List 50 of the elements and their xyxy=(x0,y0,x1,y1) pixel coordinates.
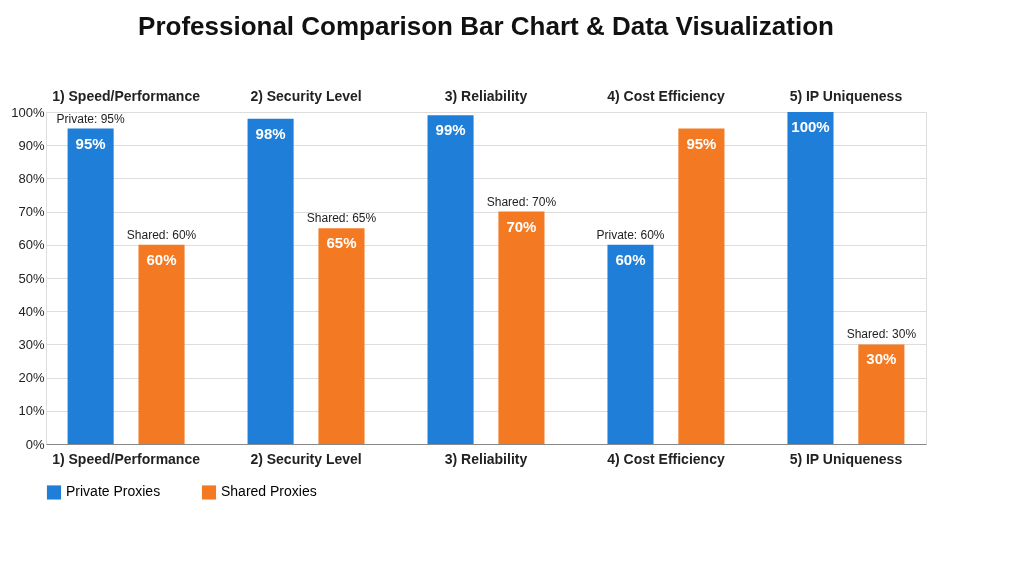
data-label: Shared: 65% xyxy=(306,211,377,226)
y-tick-label: 60% xyxy=(18,237,45,253)
data-label: Shared: 60% xyxy=(126,227,197,242)
text: 99% xyxy=(435,121,466,139)
text: 30% xyxy=(866,350,897,368)
y-tick-label: 90% xyxy=(18,137,45,153)
y-tick-label: 30% xyxy=(18,336,45,352)
y-tick-label: 50% xyxy=(18,270,45,286)
text: 98% xyxy=(255,124,286,142)
category-label: 2) Security Level xyxy=(250,88,362,104)
legend-label: Private Proxies xyxy=(66,483,161,500)
bar xyxy=(67,128,114,444)
text: 95% xyxy=(686,134,717,152)
data-label: Private: 60% xyxy=(596,227,665,242)
y-tick-label: 20% xyxy=(18,370,45,386)
bar xyxy=(498,211,545,444)
x-tick-label: 2) Security Level xyxy=(250,450,362,467)
bar xyxy=(247,118,294,444)
bar xyxy=(678,128,725,444)
x-tick-label: 4) Cost Efficiency xyxy=(607,450,725,467)
data-label: Shared: 70% xyxy=(486,194,557,209)
bar xyxy=(138,244,185,444)
text: 60% xyxy=(615,250,646,268)
category-label: 5) IP Uniqueness xyxy=(789,88,903,104)
category-label: 1) Speed/Performance xyxy=(52,88,200,104)
text: 70% xyxy=(506,217,537,235)
bar xyxy=(787,112,834,444)
text: 65% xyxy=(326,234,357,252)
y-tick-label: 40% xyxy=(18,303,45,319)
text: 95% xyxy=(75,134,106,152)
y-tick-label: 10% xyxy=(18,403,45,419)
text: 100% xyxy=(791,118,830,135)
data-label: Shared: 30% xyxy=(846,327,917,342)
y-tick-label: 70% xyxy=(18,204,45,220)
bar xyxy=(427,115,474,444)
x-tick-label: 5) IP Uniqueness xyxy=(789,450,903,467)
x-tick-label: 1) Speed/Performance xyxy=(52,450,201,467)
category-label: 3) Reliability xyxy=(444,88,528,104)
data-label: Private: 95% xyxy=(56,111,125,126)
legend-label: Shared Proxies xyxy=(221,483,317,500)
chart-title: Professional Comparison Bar Chart & Data Visualization xyxy=(138,11,834,41)
y-tick-label: 100% xyxy=(11,104,45,120)
bar xyxy=(318,228,365,444)
x-tick-label: 3) Reliability xyxy=(444,450,528,467)
bar xyxy=(858,344,905,444)
bar xyxy=(607,244,654,444)
text: 60% xyxy=(146,250,177,268)
y-tick-label: 80% xyxy=(18,170,45,186)
y-tick-label: 0% xyxy=(25,436,45,452)
category-label: 4) Cost Efficiency xyxy=(607,88,725,104)
